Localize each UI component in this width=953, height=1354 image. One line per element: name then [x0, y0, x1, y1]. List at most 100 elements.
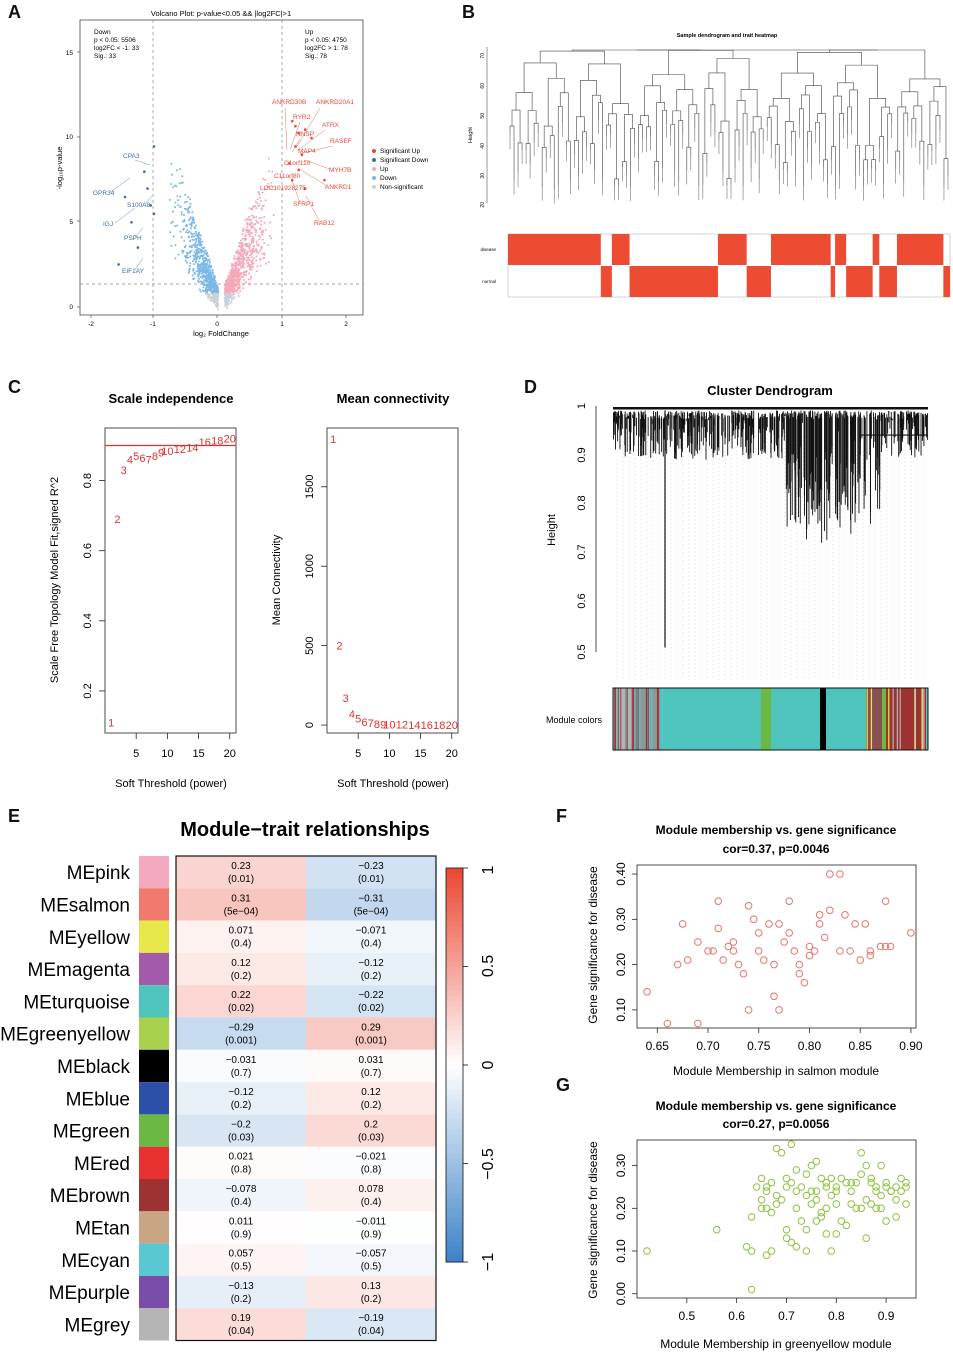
- volcano-point: [187, 196, 190, 199]
- volcano-point: [245, 244, 247, 247]
- cell-correlation: −0.22: [358, 990, 384, 1001]
- volcano-point: [194, 230, 197, 233]
- volcano-point: [201, 240, 204, 243]
- volcano-point: [248, 233, 251, 236]
- volcano-point: [205, 252, 207, 255]
- heatmap-cell: [176, 1179, 306, 1212]
- module-swatch: [139, 1146, 169, 1179]
- b-merge: [622, 161, 627, 174]
- volcano-point: [252, 241, 255, 244]
- g-ytick-label: 0.10: [614, 1239, 628, 1263]
- power-label: 8: [152, 451, 158, 463]
- colorbar-tick-labels: 1 0.5 0 −0.5 −1: [480, 865, 497, 1271]
- b-merge: [606, 124, 611, 136]
- b-merge: [829, 49, 926, 79]
- volcano-point: [197, 279, 200, 282]
- volcano-point: [247, 229, 250, 232]
- cell-correlation: 0.021: [228, 1152, 253, 1163]
- b-merge: [708, 72, 726, 122]
- scatter-point: [851, 920, 859, 928]
- volcano-point: [256, 249, 258, 252]
- volcano-point: [248, 272, 251, 275]
- cell-pvalue: (0.5): [231, 1262, 252, 1273]
- volcano-point: [270, 181, 273, 184]
- heatmap-cell: [176, 1082, 306, 1115]
- colorbar-step: [446, 887, 463, 894]
- scatter-point: [832, 1200, 841, 1208]
- colorbar-step: [446, 1074, 463, 1081]
- power-label: 1: [108, 717, 114, 729]
- volcano-point: [204, 290, 207, 293]
- volcano-point: [185, 200, 188, 203]
- b-merge: [903, 112, 909, 183]
- colorbar-step: [446, 912, 463, 918]
- volcano-point: [193, 232, 196, 235]
- module-stripe: [647, 688, 649, 750]
- colorbar-step: [446, 1104, 463, 1110]
- volcano-point: [246, 223, 249, 226]
- volcano-point: [204, 284, 207, 287]
- down-stat-line: log2FC < -1: 33: [94, 45, 139, 52]
- volcano-point: [205, 265, 208, 268]
- cell-correlation: 0.12: [231, 958, 251, 969]
- legend-dot: [372, 149, 376, 153]
- f-xtick-label: 0.65: [646, 1039, 670, 1053]
- mean-connectivity-axes: 5 10 15 20 0 500 1000 1500: [304, 475, 458, 760]
- heatmap-cell: [176, 920, 306, 953]
- scatter-point: [678, 920, 687, 928]
- down-stat-line: Sig.: 33: [94, 53, 116, 60]
- scatter-point: [881, 942, 890, 951]
- volcano-point: [258, 238, 261, 241]
- scatter-point: [742, 1243, 751, 1251]
- scatter-point: [765, 920, 773, 928]
- volcano-point: [231, 271, 234, 274]
- cell-pvalue: (0.2): [231, 1100, 252, 1111]
- scatter-point: [812, 1196, 821, 1204]
- volcano-point: [169, 231, 172, 234]
- cell-pvalue: (0.04): [228, 1326, 254, 1337]
- power-label: 9: [380, 719, 386, 731]
- scatter-point: [822, 1178, 831, 1187]
- scatter-point: [744, 902, 753, 910]
- volcano-point: [235, 267, 237, 270]
- volcano-point: [207, 297, 210, 300]
- colorbar-step: [446, 1222, 463, 1229]
- heatmap-cell: [306, 1243, 436, 1276]
- colorbar-step: [446, 1168, 463, 1174]
- volcano-point: [229, 288, 232, 291]
- volcano-point: [259, 264, 262, 267]
- scatter-point: [856, 956, 865, 964]
- volcano-point: [215, 281, 218, 284]
- volcano-point: [190, 223, 193, 226]
- scatter-point: [754, 947, 763, 955]
- volcano-point: [243, 270, 246, 273]
- b-merge: [823, 159, 828, 185]
- scatter-point: [694, 938, 702, 946]
- colorbar-step: [446, 1173, 463, 1179]
- volcano-point: [187, 231, 189, 234]
- scatter-point: [857, 1204, 866, 1213]
- volcano-point: [182, 214, 185, 217]
- cell-pvalue: (0.001): [225, 1036, 257, 1047]
- volcano-point: [245, 218, 248, 221]
- volcano-point: [198, 271, 201, 274]
- scatter-point: [772, 1144, 781, 1153]
- scatter-point: [694, 1019, 702, 1028]
- volcano-point: [248, 282, 251, 285]
- volcano-point: [192, 278, 195, 280]
- volcano-point: [201, 263, 204, 266]
- volcano-point: [251, 262, 254, 265]
- colorbar-step: [446, 1010, 463, 1017]
- colorbar-step: [446, 1069, 463, 1076]
- volcano-point: [202, 274, 205, 277]
- gene-label: EIF1AY: [122, 268, 145, 275]
- cell-correlation: 0.2: [364, 1119, 378, 1130]
- gene-label: PSPH: [124, 235, 142, 242]
- f-xlabel: Module Membership in salmon module: [673, 1064, 879, 1078]
- gene-label: ATRX: [322, 122, 340, 129]
- power-label: 6: [361, 717, 367, 729]
- volcano-down-gene-labels: CPA3 GPR34 S100A8 IGJ PSPH EIF1AY: [93, 153, 151, 275]
- volcano-point: [238, 257, 240, 260]
- scatter-point: [749, 915, 758, 924]
